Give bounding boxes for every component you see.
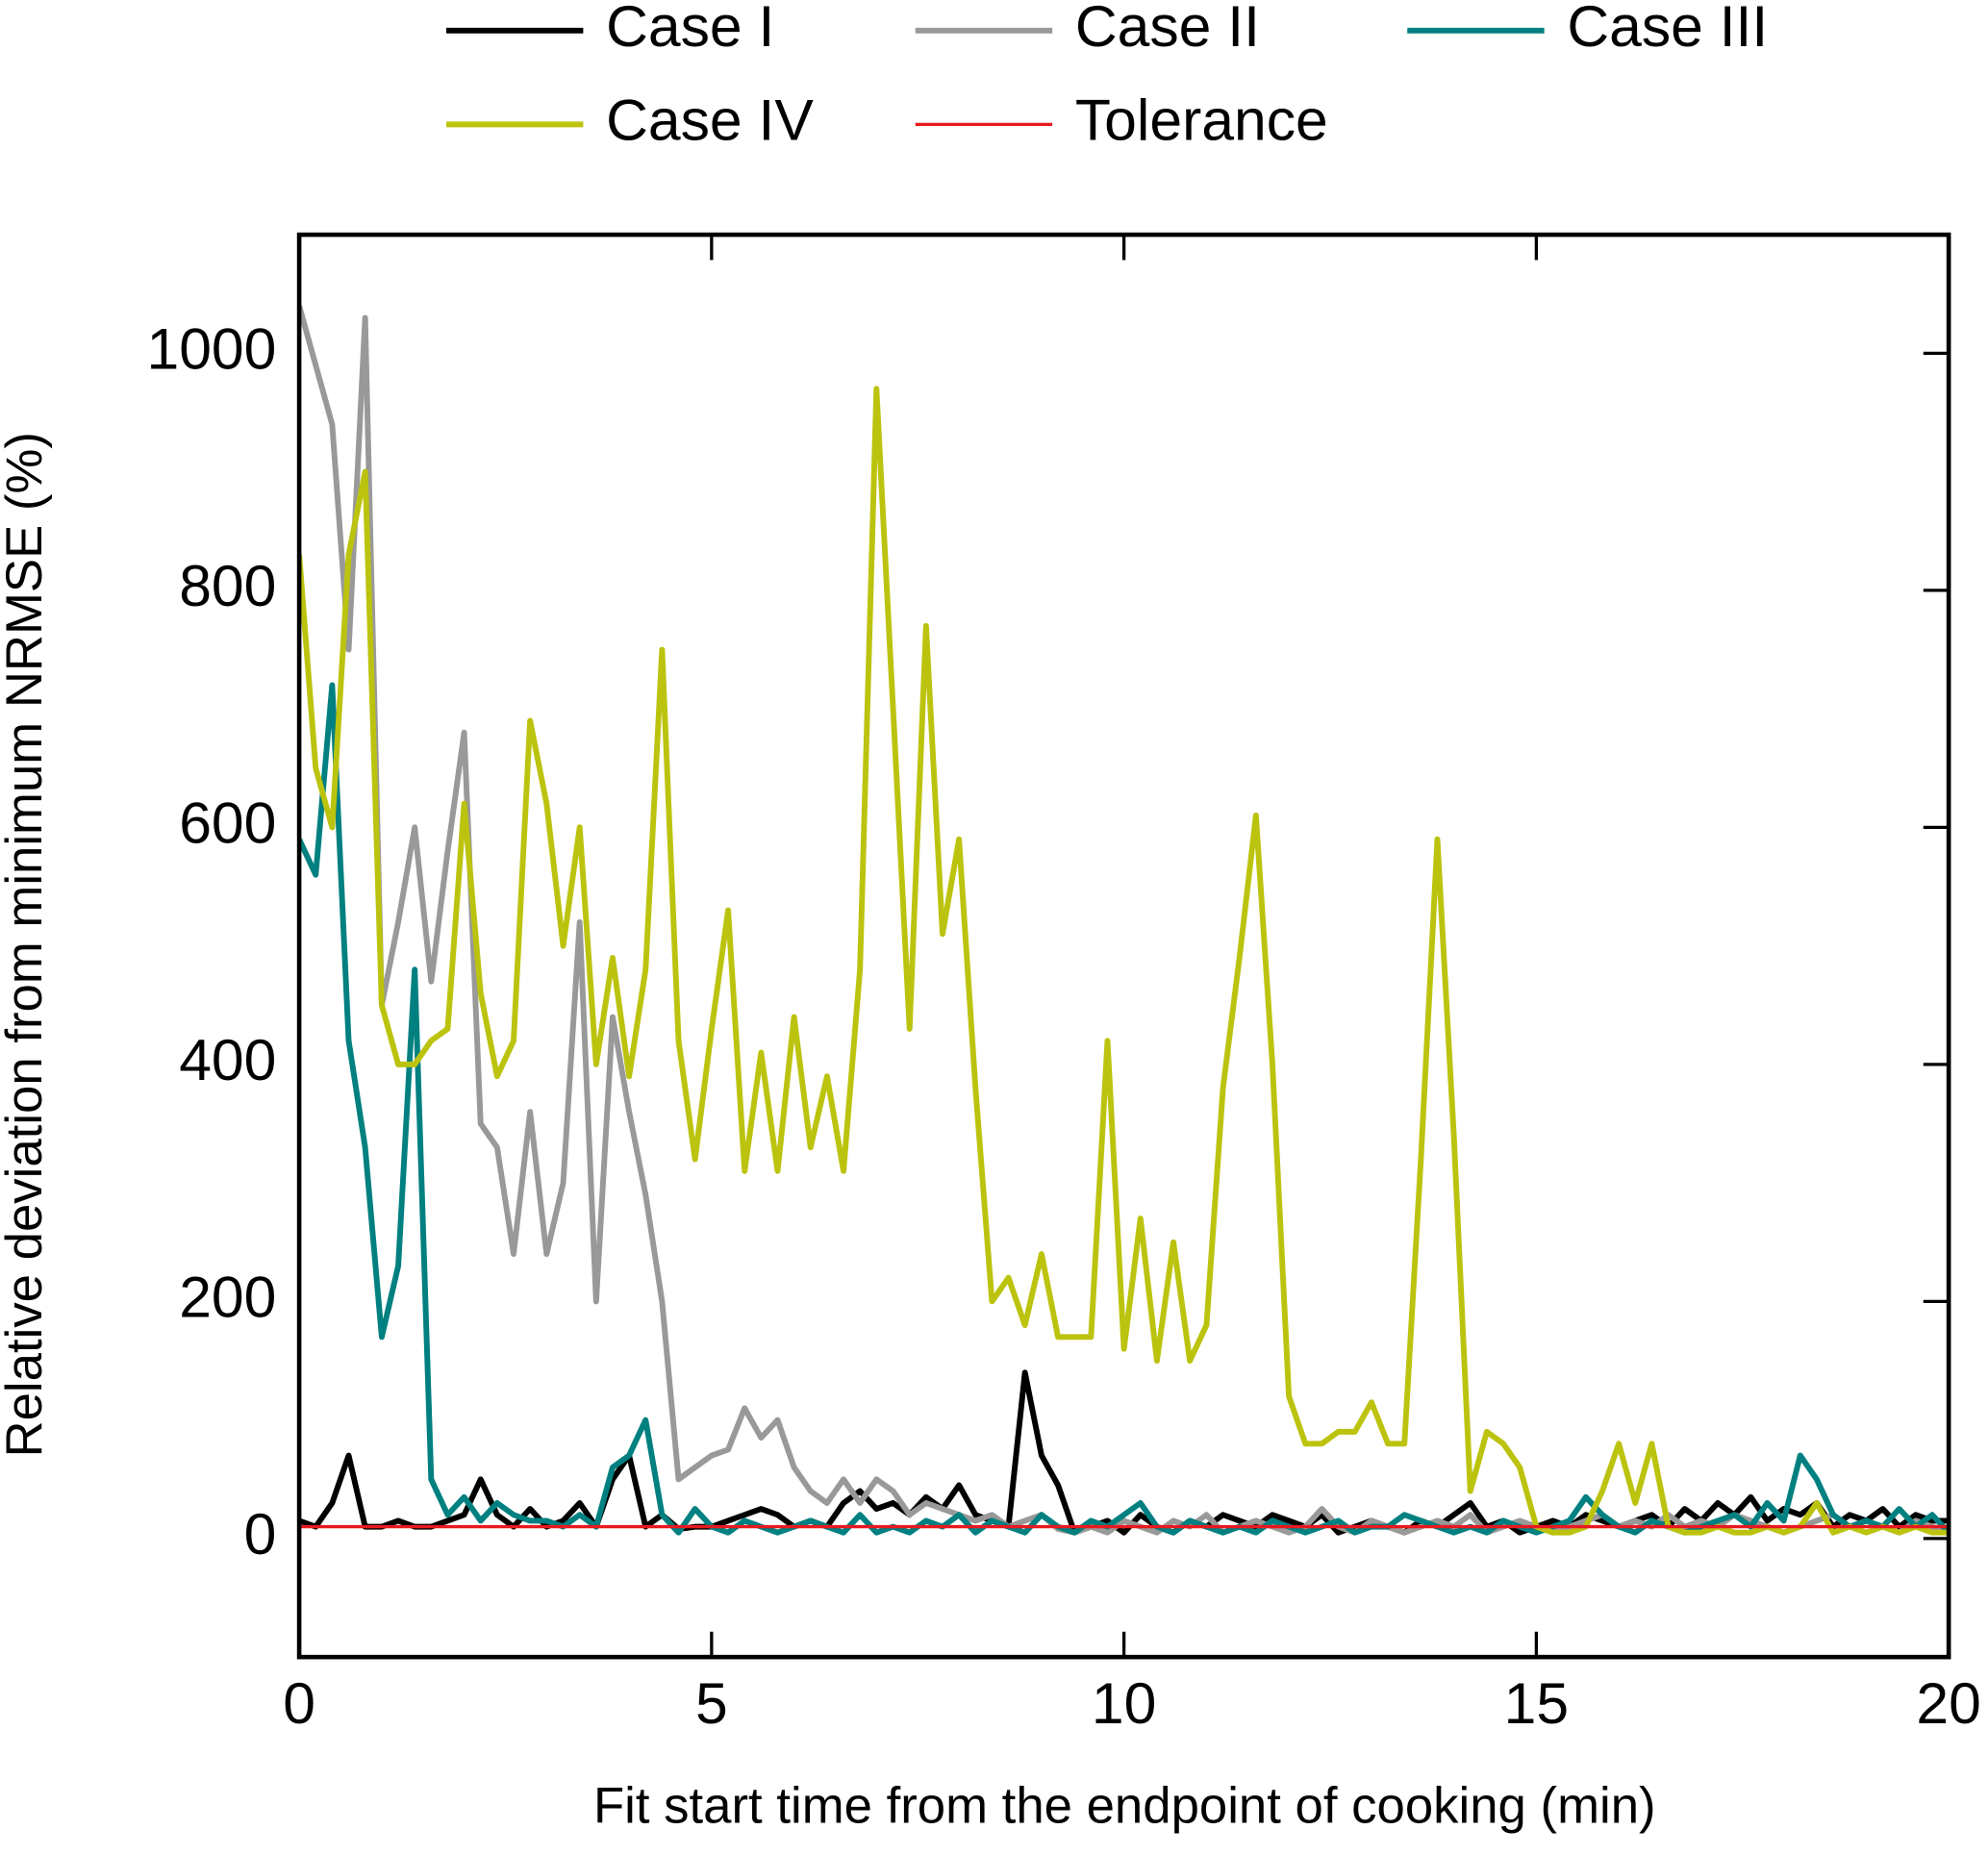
x-tick-label: 5 bbox=[695, 1670, 728, 1736]
legend-label: Case I bbox=[606, 0, 774, 59]
legend-label: Case IV bbox=[606, 87, 814, 152]
y-tick-label: 200 bbox=[179, 1264, 276, 1329]
y-tick-label: 400 bbox=[179, 1027, 276, 1092]
y-tick-label: 0 bbox=[244, 1501, 277, 1567]
x-axis-label: Fit start time from the endpoint of cook… bbox=[593, 1777, 1656, 1834]
series-line bbox=[299, 1369, 1950, 1536]
legend-label: Tolerance bbox=[1075, 87, 1328, 152]
x-tick-label: 15 bbox=[1504, 1670, 1569, 1736]
y-tick-label: 600 bbox=[179, 790, 276, 855]
series-line bbox=[299, 386, 1950, 1536]
y-tick-label: 1000 bbox=[147, 315, 277, 381]
y-axis-label: Relative deviation from minimum NRMSE (%… bbox=[0, 432, 53, 1457]
series-line bbox=[299, 305, 1950, 1536]
x-tick-label: 10 bbox=[1092, 1670, 1156, 1736]
legend-label: Case III bbox=[1567, 0, 1768, 59]
legend-label: Case II bbox=[1075, 0, 1260, 59]
x-tick-label: 0 bbox=[283, 1670, 315, 1736]
plot-frame bbox=[296, 232, 1951, 1660]
y-tick-label: 800 bbox=[179, 553, 276, 618]
x-tick-label: 20 bbox=[1916, 1670, 1980, 1736]
